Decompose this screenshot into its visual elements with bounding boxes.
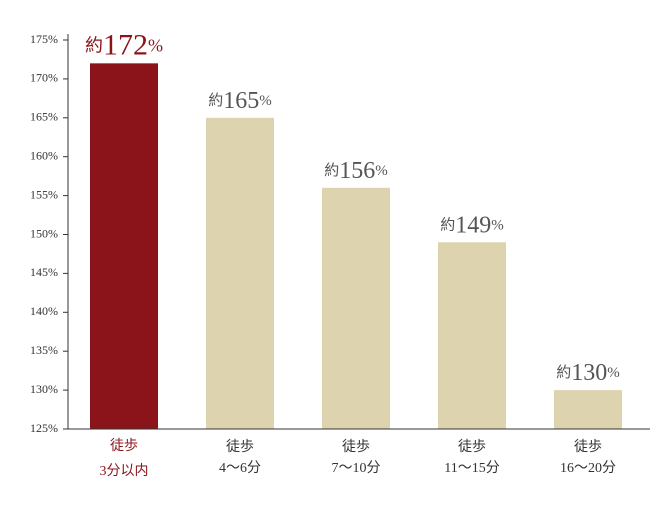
value-label-part: % — [148, 35, 163, 55]
value-label-part: 156 — [339, 157, 375, 183]
value-label: 約149% — [440, 212, 504, 238]
x-tick-label: 16〜20分 — [560, 460, 616, 476]
y-tick-label: 165% — [30, 110, 58, 124]
y-tick-label: 170% — [30, 71, 58, 85]
value-label-part: % — [607, 366, 620, 382]
y-tick-label: 140% — [30, 304, 58, 318]
y-tick-label: 135% — [30, 343, 58, 357]
y-tick-label: 125% — [30, 421, 58, 435]
x-tick-label: 3分以内 — [100, 463, 149, 479]
bar — [322, 187, 390, 429]
x-tick-label: 徒歩 — [342, 439, 370, 455]
x-tick-label: 徒歩 — [110, 438, 138, 454]
y-tick-label: 155% — [30, 187, 58, 201]
value-label-part: 約 — [208, 92, 223, 109]
value-label-part: % — [491, 218, 504, 234]
y-tick-label: 175% — [30, 32, 58, 46]
x-tick-label: 徒歩 — [574, 439, 602, 455]
value-label: 約156% — [324, 157, 388, 183]
value-label-part: 149 — [455, 212, 491, 238]
value-label-part: 約 — [440, 217, 455, 234]
value-label: 約172% — [85, 28, 163, 61]
y-tick-label: 150% — [30, 226, 58, 240]
value-label-part: 約 — [556, 365, 571, 382]
value-label-part: 130 — [571, 360, 607, 386]
value-label-part: % — [259, 93, 272, 109]
value-label-part: 約 — [85, 35, 103, 55]
value-label: 約130% — [556, 360, 620, 386]
bar — [206, 117, 274, 430]
x-tick-label: 徒歩 — [226, 439, 254, 455]
bar — [438, 242, 506, 429]
x-tick-label: 徒歩 — [458, 439, 486, 455]
y-tick-label: 145% — [30, 265, 58, 279]
value-label: 約165% — [208, 87, 272, 113]
y-tick-label: 130% — [30, 382, 58, 396]
x-tick-label: 11〜15分 — [444, 460, 499, 476]
value-label-part: 172 — [103, 28, 148, 61]
bar — [554, 390, 622, 429]
y-tick-label: 160% — [30, 148, 58, 162]
bar — [90, 63, 158, 430]
x-tick-label: 7〜10分 — [332, 460, 381, 476]
value-label-part: % — [375, 163, 388, 179]
x-tick-label: 4〜6分 — [219, 460, 261, 476]
value-label-part: 約 — [324, 162, 339, 179]
value-label-part: 165 — [223, 87, 259, 113]
